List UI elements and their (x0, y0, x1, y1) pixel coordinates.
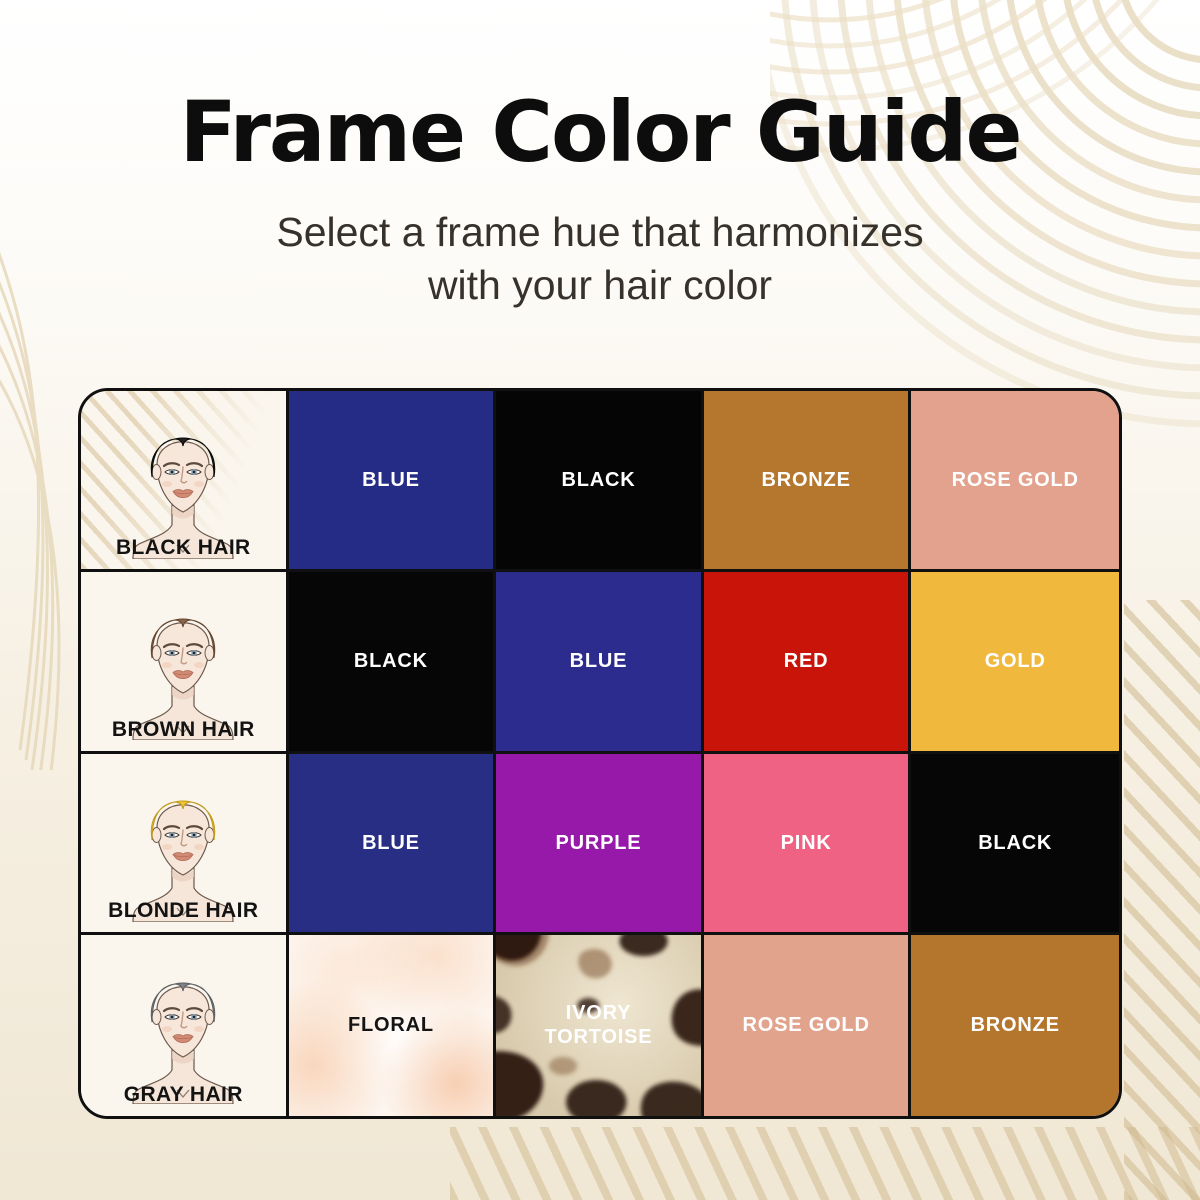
frame-color-swatch: PURPLE (496, 753, 704, 935)
page-title: Frame Color Guide (179, 83, 1022, 181)
frame-color-label: ROSE GOLD (951, 469, 1079, 492)
tortoise-swatch: IVORY TORTOISE (496, 934, 704, 1116)
floral-swatch: FLORAL (288, 934, 497, 1116)
face-illustration (132, 800, 234, 922)
hair-label: BLACK HAIR (115, 536, 251, 560)
frame-color-swatch: RED (703, 572, 912, 754)
subtitle-line-1: Select a frame hue that harmonizes (276, 209, 924, 256)
hair-illustration-cell: BLONDE HAIR (81, 753, 289, 935)
frame-color-label: BLACK (561, 469, 636, 492)
page-subtitle: Select a frame hue that harmonizes with … (0, 206, 1200, 311)
frame-color-swatch: GOLD (911, 572, 1119, 754)
frame-color-swatch: ROSE GOLD (703, 934, 912, 1116)
header: Frame Color Guide Select a frame hue tha… (0, 0, 1200, 311)
frame-color-label: ROSE GOLD (742, 1014, 870, 1037)
face-illustration (132, 437, 234, 560)
frame-color-label: FLORAL (347, 1014, 434, 1037)
frame-color-label: PURPLE (555, 831, 642, 854)
frame-color-label: BLUE (362, 469, 420, 492)
tortoise-pattern (496, 934, 701, 1116)
face-illustration (132, 618, 234, 741)
hair-illustration-cell: GRAY HAIR (81, 934, 289, 1116)
subtitle-line-2: with your hair color (427, 261, 773, 308)
frame-color-swatch: BLACK (496, 391, 704, 573)
frame-color-swatch: BLACK (288, 572, 497, 754)
frame-color-label: BRONZE (761, 469, 851, 492)
frame-color-swatch: BLUE (496, 572, 704, 754)
stripe-pattern-bottom (450, 1127, 1200, 1200)
frame-color-label: RED (783, 650, 829, 673)
hair-illustration-cell: BROWN HAIR (81, 572, 289, 754)
frame-color-table: BLACK HAIR BLUE BLACK BRONZE ROSE GOLD BROWN… (78, 388, 1122, 1119)
frame-color-label: PINK (780, 831, 832, 854)
frame-color-swatch: PINK (703, 753, 912, 935)
face-illustration (132, 982, 234, 1105)
hair-label: BLONDE HAIR (108, 898, 259, 922)
frame-color-label: GOLD (984, 650, 1046, 673)
frame-color-label: BLACK (978, 831, 1053, 854)
frame-color-swatch: BLUE (288, 753, 497, 935)
hair-label: BROWN HAIR (111, 717, 255, 741)
frame-color-swatch: BRONZE (911, 934, 1119, 1116)
frame-color-swatch: BLUE (288, 391, 497, 573)
hair-label: GRAY HAIR (123, 1083, 243, 1106)
hair-illustration-cell: BLACK HAIR (81, 391, 289, 573)
frame-color-label: BLUE (569, 650, 628, 673)
frame-color-label: BRONZE (970, 1014, 1060, 1037)
frame-color-swatch: BRONZE (703, 391, 912, 573)
stripe-pattern-right (1124, 600, 1200, 1200)
frame-color-label: IVORY TORTOISE (544, 1002, 653, 1049)
frame-color-label: BLUE (362, 831, 420, 854)
frame-color-swatch: BLACK (911, 753, 1119, 935)
frame-color-swatch: ROSE GOLD (911, 391, 1119, 573)
frame-color-label: BLACK (353, 650, 428, 673)
